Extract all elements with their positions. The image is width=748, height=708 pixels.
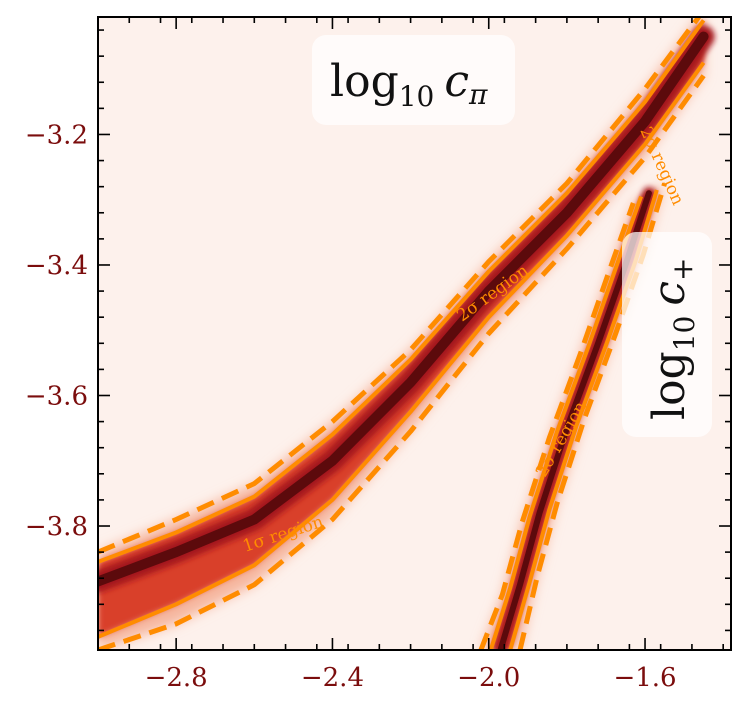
label-cplus-log: log — [644, 351, 695, 420]
y-tick-label: −3.8 — [25, 512, 88, 542]
y-tick-label: −3.6 — [25, 381, 88, 411]
density-outer-0 — [98, 17, 704, 650]
contour-1sigma-upper-0 — [98, 19, 706, 564]
x-tick-label: −2.4 — [301, 663, 364, 693]
label-box-cplus: log10 c+ — [622, 232, 712, 437]
contour-layer — [98, 17, 706, 650]
x-axis-tick-labels: −2.8 −2.4 −2.0 −1.6 — [145, 663, 677, 693]
contour-1sigma-lower-1 — [488, 195, 643, 650]
contour-2sigma-lower-1 — [478, 202, 636, 650]
y-tick-label: −3.4 — [25, 251, 88, 281]
plot-frame — [97, 16, 732, 651]
density-mid-0 — [98, 20, 704, 637]
y-tick-label: −3.2 — [25, 120, 88, 150]
label-cpi-var: c — [444, 56, 469, 107]
contour-1sigma-lower-0 — [98, 61, 706, 639]
contour-2sigma-upper-0 — [98, 17, 702, 555]
label-cplus-var: c — [644, 281, 695, 306]
label-cpi-var-sub: π — [468, 78, 488, 111]
label-cplus-sub: 10 — [668, 316, 701, 352]
density-peak-0 — [98, 31, 709, 587]
label-cplus-var-sub: + — [666, 258, 699, 281]
x-tick-label: −2.0 — [457, 663, 520, 693]
axis-ticks — [98, 17, 731, 650]
label-cpi-sub: 10 — [399, 80, 435, 113]
label-cpi-log: log — [330, 56, 399, 107]
label-box-cpi: log10 cπ — [312, 35, 515, 125]
y-axis-tick-labels: −3.2 −3.4 −3.6 −3.8 — [25, 120, 88, 542]
x-tick-label: −1.6 — [613, 663, 676, 693]
svg-text:log10c+: log10 c+ — [644, 258, 701, 421]
x-tick-label: −2.8 — [145, 663, 208, 693]
contour-2sigma-lower-0 — [98, 74, 706, 650]
